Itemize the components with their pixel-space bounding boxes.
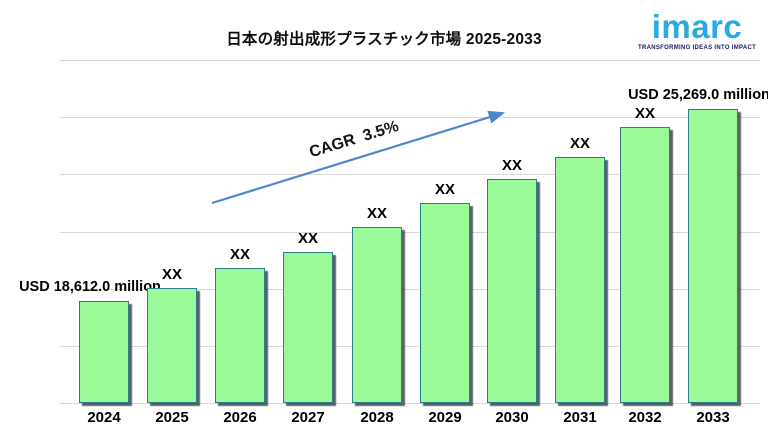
- value-label-2028: XX: [366, 205, 388, 222]
- value-label-2033: USD 25,269.0 million: [628, 87, 768, 103]
- bar-2033: [688, 109, 738, 403]
- bar-2027: [283, 252, 333, 403]
- year-label-2024: 2024: [87, 409, 121, 426]
- bar-2031: [555, 157, 605, 403]
- imarc-logo-tagline: TRANSFORMING IDEAS INTO IMPACT: [638, 45, 757, 51]
- x-axis-baseline: [60, 403, 760, 404]
- year-label-2026: 2026: [223, 409, 257, 426]
- bar-2024: [79, 301, 129, 403]
- value-label-2027: XX: [297, 230, 319, 247]
- imarc-logo: imarc TRANSFORMING IDEAS INTO IMPACT: [638, 10, 756, 51]
- bar-2025: [147, 288, 197, 403]
- chart-title: 日本の射出成形プラスチック市場 2025-2033: [226, 31, 542, 48]
- bar-2028: [352, 227, 402, 403]
- value-label-2026: XX: [229, 246, 251, 263]
- value-label-2029: XX: [434, 181, 456, 198]
- gridline: [60, 345, 760, 347]
- year-label-2032: 2032: [628, 409, 662, 426]
- bar-2029: [420, 203, 470, 403]
- year-label-2027: 2027: [291, 409, 325, 426]
- year-label-2028: 2028: [360, 409, 394, 426]
- value-label-2031: XX: [569, 135, 591, 152]
- bar-2026: [215, 268, 265, 403]
- year-label-2025: 2025: [155, 409, 189, 426]
- value-label-2032: XX: [634, 105, 656, 122]
- year-label-2029: 2029: [428, 409, 462, 426]
- plot-area: USD 18,612.0 million 2024 XX 2025 XX 2026 XX 20…: [19, 60, 768, 426]
- value-label-2025: XX: [161, 266, 183, 283]
- gridline: [60, 231, 760, 233]
- bar-2032: [620, 127, 670, 403]
- value-label-2030: XX: [501, 157, 523, 174]
- year-label-2031: 2031: [563, 409, 597, 426]
- year-label-2033: 2033: [696, 409, 730, 426]
- gridline: [60, 60, 760, 61]
- gridline: [60, 288, 760, 290]
- imarc-logo-text: imarc: [651, 8, 743, 45]
- bar-2030: [487, 179, 537, 403]
- year-label-2030: 2030: [495, 409, 529, 426]
- value-label-2024: USD 18,612.0 million: [19, 279, 161, 295]
